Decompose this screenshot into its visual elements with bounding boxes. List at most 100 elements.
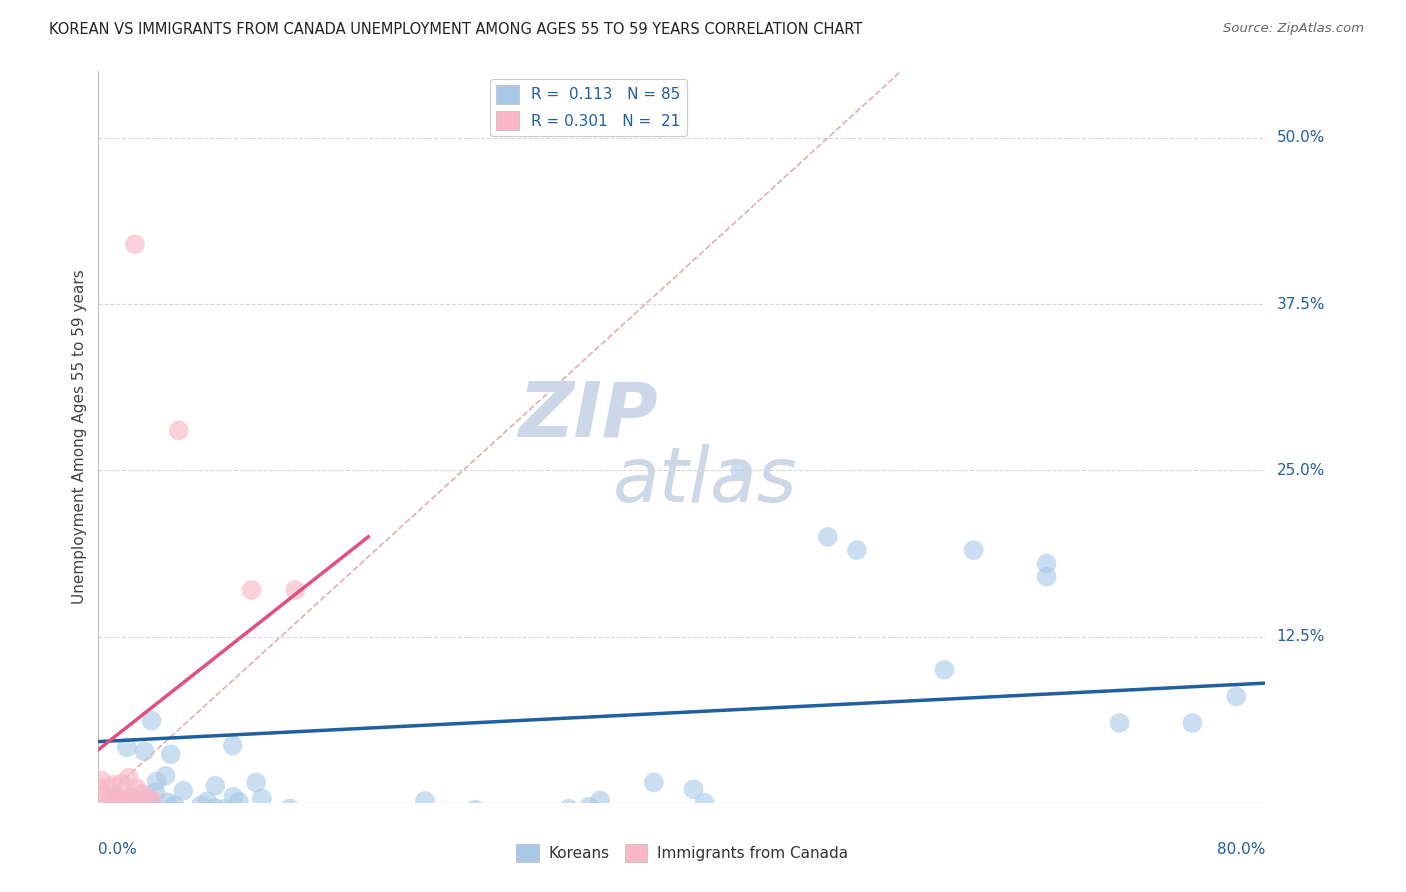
Point <box>730 463 752 477</box>
Point <box>962 543 984 558</box>
Point <box>415 812 437 826</box>
Point <box>115 795 138 809</box>
Point <box>103 778 125 792</box>
Point <box>104 792 127 806</box>
Point <box>222 789 245 804</box>
Point <box>149 820 172 834</box>
Point <box>204 779 226 793</box>
Point <box>125 780 148 795</box>
Y-axis label: Unemployment Among Ages 55 to 59 years: Unemployment Among Ages 55 to 59 years <box>72 269 87 605</box>
Point <box>817 530 839 544</box>
Point <box>131 810 153 824</box>
Point <box>283 815 305 830</box>
Point <box>141 795 163 809</box>
Point <box>115 805 138 820</box>
Point <box>240 582 263 597</box>
Point <box>104 796 127 810</box>
Point <box>152 819 174 833</box>
Point <box>202 816 225 830</box>
Point <box>128 794 150 808</box>
Point <box>131 787 153 801</box>
Point <box>209 816 232 830</box>
Text: 37.5%: 37.5% <box>1277 297 1324 311</box>
Point <box>90 773 112 788</box>
Point <box>228 795 250 809</box>
Point <box>654 819 676 833</box>
Point <box>464 803 486 817</box>
Point <box>460 808 482 822</box>
Point <box>136 791 159 805</box>
Point <box>278 814 301 829</box>
Point <box>112 806 135 821</box>
Legend: Koreans, Immigrants from Canada: Koreans, Immigrants from Canada <box>510 838 853 868</box>
Point <box>471 809 494 823</box>
Point <box>134 744 156 758</box>
Point <box>283 807 305 822</box>
Text: Source: ZipAtlas.com: Source: ZipAtlas.com <box>1223 22 1364 36</box>
Point <box>89 789 111 803</box>
Point <box>214 802 236 816</box>
Point <box>195 794 218 808</box>
Point <box>141 797 163 812</box>
Point <box>155 769 177 783</box>
Point <box>1225 690 1247 704</box>
Point <box>204 801 226 815</box>
Point <box>156 795 179 809</box>
Point <box>934 663 956 677</box>
Point <box>208 817 231 831</box>
Point <box>515 817 537 831</box>
Point <box>682 782 704 797</box>
Point <box>156 803 179 817</box>
Point <box>112 793 135 807</box>
Point <box>110 777 132 791</box>
Point <box>589 794 612 808</box>
Point <box>693 796 716 810</box>
Point <box>215 820 238 834</box>
Point <box>159 747 181 762</box>
Point <box>176 814 198 828</box>
Text: 0.0%: 0.0% <box>98 842 138 856</box>
Point <box>221 813 243 827</box>
Point <box>100 791 122 805</box>
Point <box>214 809 236 823</box>
Point <box>136 799 159 814</box>
Text: 12.5%: 12.5% <box>1277 629 1324 644</box>
Point <box>169 805 191 819</box>
Point <box>578 799 600 814</box>
Point <box>120 789 142 804</box>
Point <box>245 775 267 789</box>
Point <box>183 814 205 828</box>
Point <box>145 774 167 789</box>
Point <box>110 797 132 812</box>
Point <box>118 791 141 805</box>
Point <box>145 785 167 799</box>
Text: 50.0%: 50.0% <box>1277 130 1324 145</box>
Text: atlas: atlas <box>613 444 797 518</box>
Point <box>141 714 163 728</box>
Point <box>491 818 513 832</box>
Point <box>413 794 436 808</box>
Point <box>97 806 120 821</box>
Point <box>141 792 163 806</box>
Point <box>508 810 530 824</box>
Point <box>1035 557 1057 571</box>
Point <box>105 814 128 829</box>
Point <box>103 787 125 801</box>
Point <box>262 812 284 826</box>
Point <box>846 543 869 558</box>
Point <box>250 791 273 805</box>
Point <box>1108 716 1130 731</box>
Point <box>186 821 208 835</box>
Point <box>124 237 146 252</box>
Point <box>167 424 190 438</box>
Point <box>278 802 301 816</box>
Point <box>145 815 167 830</box>
Text: 80.0%: 80.0% <box>1218 842 1265 856</box>
Point <box>643 775 665 789</box>
Point <box>190 798 212 813</box>
Text: 25.0%: 25.0% <box>1277 463 1324 478</box>
Point <box>115 740 138 755</box>
Point <box>221 739 243 753</box>
Point <box>153 812 176 826</box>
Point <box>111 812 134 826</box>
